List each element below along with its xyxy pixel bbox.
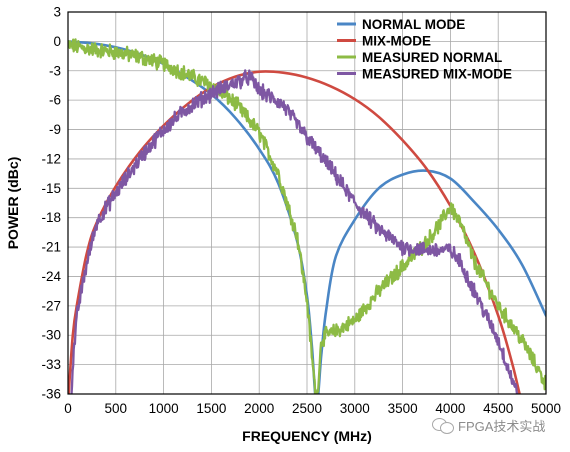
y-tick-label: -12 [41, 151, 61, 166]
legend-label-measured-mix-mode: MEASURED MIX-MODE [362, 67, 512, 82]
y-axis-label: POWER (dBc) [5, 157, 21, 250]
x-tick-labels: 0 500 1000 1500 2000 2500 3000 3500 4000 4500 5000 [64, 401, 561, 416]
y-tick-label: -18 [41, 210, 61, 225]
x-tick-label: 2500 [292, 401, 322, 416]
x-tick-label: 4000 [435, 401, 465, 416]
legend-label-measured-normal: MEASURED NORMAL [362, 50, 502, 65]
legend-label-normal-mode: NORMAL MODE [362, 17, 465, 32]
y-tick-label: -6 [49, 93, 61, 108]
y-tick-label: 3 [53, 5, 61, 20]
y-tick-label: -33 [41, 357, 61, 372]
x-axis-label: FREQUENCY (MHz) [242, 428, 372, 444]
series-lines [68, 38, 546, 394]
watermark-text: FPGA技术实战 [458, 418, 546, 434]
series-line-measured-mix-mode [70, 69, 519, 394]
y-tick-label: -36 [41, 387, 61, 402]
x-tick-label: 4500 [483, 401, 513, 416]
y-tick-label: -30 [41, 328, 61, 343]
y-tick-label: -3 [49, 63, 61, 78]
y-tick-labels: 3 0 -3 -6 -9 -12 -15 -18 -21 -24 -27 -30 -33 -36 [41, 5, 61, 402]
legend-label-mix-mode: MIX-MODE [362, 34, 431, 49]
x-tick-label: 2000 [244, 401, 274, 416]
x-tick-label: 5000 [531, 401, 561, 416]
x-tick-label: 3500 [388, 401, 418, 416]
chat-bubble-icon [432, 416, 454, 434]
y-tick-label: 0 [53, 34, 61, 49]
x-tick-label: 3000 [340, 401, 370, 416]
x-tick-label: 500 [105, 401, 128, 416]
x-tick-label: 0 [64, 401, 72, 416]
x-tick-label: 1000 [149, 401, 179, 416]
series-line-measured-normal [68, 38, 546, 394]
grid [68, 12, 546, 394]
y-tick-label: -21 [41, 240, 61, 255]
y-tick-label: -27 [41, 298, 61, 313]
watermark: FPGA技术实战 [432, 414, 566, 436]
x-tick-label: 1500 [196, 401, 226, 416]
y-tick-label: -15 [41, 181, 61, 196]
y-tick-label: -24 [41, 269, 61, 284]
plot-frame [67, 11, 547, 395]
y-tick-label: -9 [49, 122, 61, 137]
